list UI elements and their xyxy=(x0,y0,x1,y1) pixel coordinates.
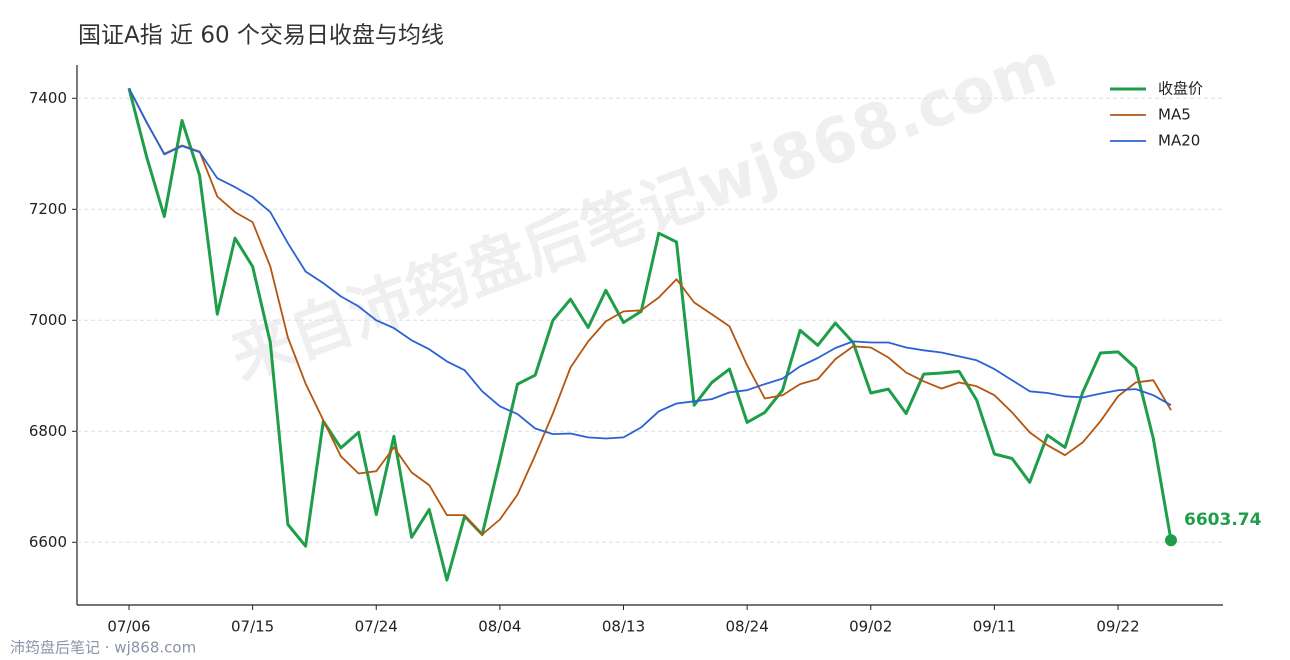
legend-label: MA20 xyxy=(1158,132,1200,150)
y-tick-label: 7400 xyxy=(29,89,67,107)
line-series xyxy=(127,87,1173,582)
x-tick-label: 08/04 xyxy=(478,618,521,636)
y-tick-label: 6800 xyxy=(29,422,67,440)
legend-label: MA5 xyxy=(1158,106,1191,124)
x-tick-label: 09/11 xyxy=(973,618,1016,636)
y-tick-label: 6600 xyxy=(29,533,67,551)
y-tick-label: 7200 xyxy=(29,200,67,218)
watermark: 来自沛筠盘后笔记wj868.com xyxy=(222,28,1066,395)
x-tick-label: 09/02 xyxy=(849,618,892,636)
legend-label: 收盘价 xyxy=(1158,80,1203,98)
x-tick-label: 07/24 xyxy=(355,618,398,636)
last-value-label: 6603.74 xyxy=(1184,510,1262,530)
x-tick-label: 08/24 xyxy=(726,618,769,636)
x-tick-label: 08/13 xyxy=(602,618,645,636)
y-tick-label: 7000 xyxy=(29,311,67,329)
last-point xyxy=(1165,534,1177,547)
x-tick-label: 07/15 xyxy=(231,618,274,636)
line-series xyxy=(128,87,1172,440)
x-tick-label: 09/22 xyxy=(1096,618,1139,636)
x-tick-label: 07/06 xyxy=(107,618,150,636)
footer: 沛筠盘后笔记 · wj868.com xyxy=(10,639,196,657)
line-series xyxy=(128,87,1172,536)
chart-title: 国证A指 近 60 个交易日收盘与均线 xyxy=(78,23,444,49)
